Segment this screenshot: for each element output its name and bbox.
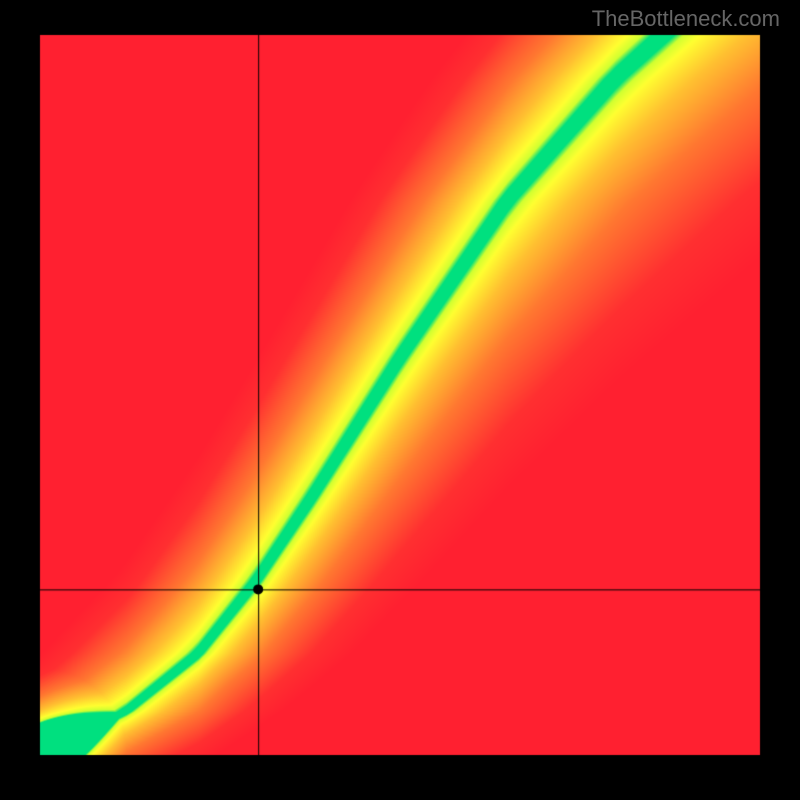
heatmap-canvas — [0, 0, 800, 800]
chart-container: TheBottleneck.com — [0, 0, 800, 800]
watermark-text: TheBottleneck.com — [592, 6, 780, 32]
